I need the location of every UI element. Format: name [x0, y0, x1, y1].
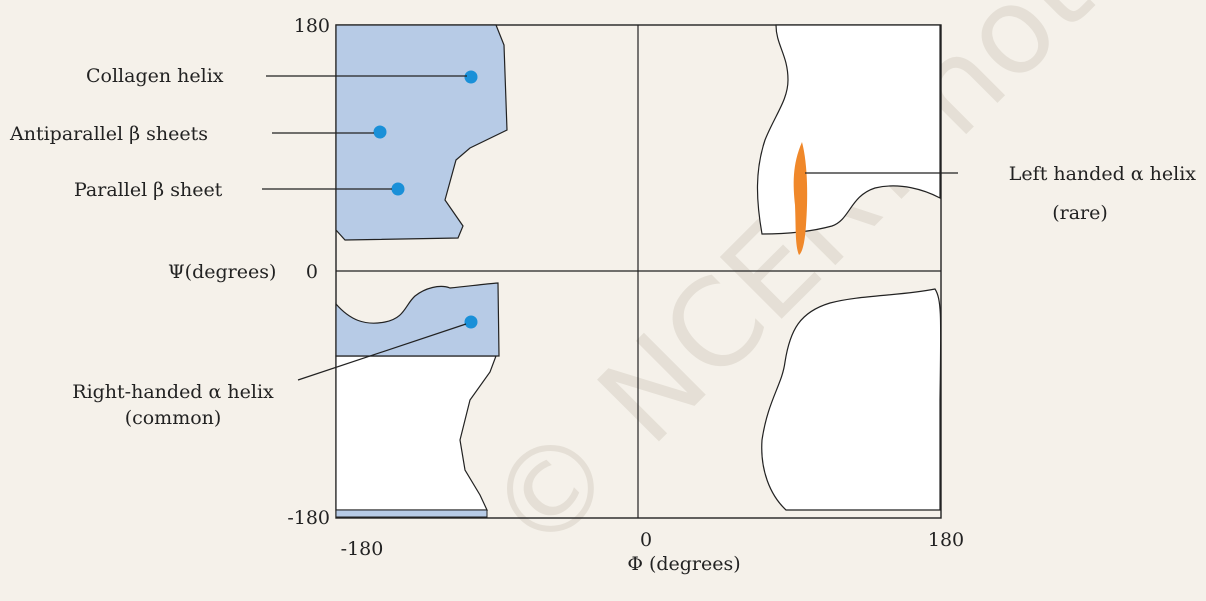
y-tick-neg180: -180 [287, 507, 330, 529]
x-tick-neg180: -180 [341, 538, 384, 560]
y-tick-0: 0 [306, 261, 318, 283]
label-collagen: Collagen helix [86, 65, 224, 87]
y-tick-180: 180 [294, 15, 330, 37]
antiparallel-point [373, 125, 387, 139]
label-left-handed-line1: Left handed α helix [1009, 163, 1196, 185]
lower-right-allowed-region [761, 288, 942, 511]
label-left-handed-line2: (rare) [1052, 202, 1108, 224]
bottom-strip-region [335, 509, 488, 518]
label-antiparallel: Antiparallel β sheets [9, 123, 208, 145]
collagen-point [464, 70, 478, 84]
label-right-handed-line2: (common) [125, 407, 222, 429]
lower-left-allowed-region [335, 355, 497, 511]
label-right-handed-line1: Right-handed α helix [72, 381, 274, 403]
left-handed-helix-shape [793, 142, 808, 255]
x-tick-180: 180 [928, 529, 964, 551]
x-tick-0: 0 [640, 529, 652, 551]
right-handed-leader [297, 323, 467, 381]
label-parallel: Parallel β sheet [74, 179, 223, 201]
parallel-point [391, 182, 405, 196]
y-axis-label: Ψ(degrees) [168, 261, 276, 283]
x-axis-label: Φ (degrees) [627, 553, 740, 575]
beta-sheet-region [335, 24, 508, 241]
alpha-helix-region [335, 282, 500, 357]
right-handed-point [464, 315, 478, 329]
